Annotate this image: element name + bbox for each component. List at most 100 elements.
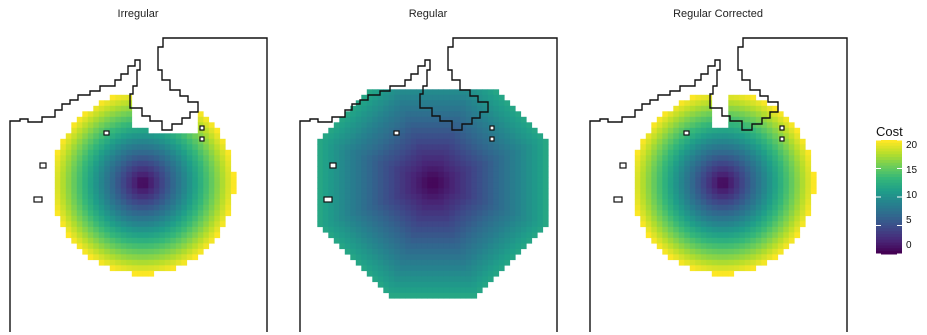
heatmap-cell xyxy=(153,160,160,167)
heatmap-cell xyxy=(449,166,456,173)
heatmap-cell xyxy=(322,177,329,184)
heatmap-cell xyxy=(333,171,340,178)
heatmap-cell xyxy=(372,270,379,277)
heatmap-cell xyxy=(761,210,768,217)
heatmap-cell xyxy=(377,254,384,261)
heatmap-cell xyxy=(471,127,478,134)
heatmap-cell xyxy=(689,210,696,217)
heatmap-cell xyxy=(739,133,746,140)
heatmap-cell xyxy=(454,281,461,288)
heatmap-cell xyxy=(71,144,78,151)
heatmap-cell xyxy=(651,155,658,162)
heatmap-cell xyxy=(460,221,467,228)
heatmap-cell xyxy=(405,199,412,206)
heatmap-cell xyxy=(706,248,713,255)
heatmap-cell xyxy=(471,243,478,250)
heatmap-cell xyxy=(153,210,160,217)
heatmap-cell xyxy=(487,177,494,184)
heatmap-cell xyxy=(465,276,472,283)
legend-colorbar-segment xyxy=(876,188,902,192)
heatmap-cell xyxy=(689,171,696,178)
heatmap-cell xyxy=(504,160,511,167)
heatmap-cell xyxy=(421,166,428,173)
heatmap-cell xyxy=(634,204,641,211)
heatmap-cell xyxy=(526,210,533,217)
heatmap-cell xyxy=(383,144,390,151)
heatmap-cell xyxy=(208,144,215,151)
heatmap-cell xyxy=(186,243,193,250)
heatmap-cell xyxy=(640,182,647,189)
heatmap-cell xyxy=(317,193,324,200)
heatmap-cell xyxy=(377,177,384,184)
heatmap-cell xyxy=(443,193,450,200)
heatmap-cell xyxy=(695,144,702,151)
heatmap-cell xyxy=(509,248,516,255)
heatmap-cell xyxy=(317,171,324,178)
heatmap-cell xyxy=(153,265,160,272)
heatmap-cell xyxy=(783,149,790,156)
heatmap-cell xyxy=(355,149,362,156)
heatmap-cell xyxy=(394,111,401,118)
heatmap-cell xyxy=(126,116,133,123)
heatmap-cell xyxy=(777,188,784,195)
heatmap-cell xyxy=(120,265,127,272)
heatmap-cell xyxy=(98,232,105,239)
heatmap-cell xyxy=(717,138,724,145)
heatmap-cell xyxy=(175,199,182,206)
heatmap-cell xyxy=(427,243,434,250)
heatmap-cell xyxy=(684,116,691,123)
heatmap-cell xyxy=(394,155,401,162)
heatmap-cell xyxy=(733,177,740,184)
heatmap-cell xyxy=(504,243,511,250)
heatmap-cell xyxy=(410,171,417,178)
heatmap-cell xyxy=(87,193,94,200)
heatmap-cell xyxy=(761,105,768,112)
heatmap-cell xyxy=(662,177,669,184)
heatmap-cell xyxy=(175,226,182,233)
heatmap-cell xyxy=(733,254,740,261)
heatmap-cell xyxy=(733,259,740,266)
heatmap-cell xyxy=(322,155,329,162)
island-outline xyxy=(39,162,47,169)
heatmap-cell xyxy=(651,221,658,228)
heatmap-cell xyxy=(115,166,122,173)
heatmap-cell xyxy=(700,237,707,244)
heatmap-cell xyxy=(520,160,527,167)
heatmap-cell xyxy=(733,248,740,255)
heatmap-cell xyxy=(744,226,751,233)
heatmap-cell xyxy=(214,193,221,200)
heatmap-cell xyxy=(432,155,439,162)
heatmap-cell xyxy=(706,188,713,195)
heatmap-cell xyxy=(344,243,351,250)
heatmap-cell xyxy=(432,232,439,239)
heatmap-cell xyxy=(388,292,395,299)
heatmap-cell xyxy=(689,254,696,261)
heatmap-cell xyxy=(115,182,122,189)
heatmap-cell xyxy=(662,232,669,239)
heatmap-cell xyxy=(515,116,522,123)
heatmap-cell xyxy=(71,193,78,200)
island-outline xyxy=(199,125,205,131)
heatmap-cell xyxy=(394,259,401,266)
heatmap-cell xyxy=(317,199,324,206)
heatmap-cell xyxy=(537,166,544,173)
heatmap-cell xyxy=(733,94,740,101)
heatmap-cell xyxy=(427,287,434,294)
heatmap-cell xyxy=(662,237,669,244)
heatmap-cell xyxy=(728,116,735,123)
heatmap-cell xyxy=(175,149,182,156)
heatmap-cell xyxy=(651,127,658,134)
heatmap-cell xyxy=(662,204,669,211)
heatmap-cell xyxy=(498,105,505,112)
heatmap-cell xyxy=(214,204,221,211)
heatmap-cell xyxy=(755,243,762,250)
heatmap-cell xyxy=(750,188,757,195)
heatmap-cell xyxy=(651,232,658,239)
heatmap-cell xyxy=(366,177,373,184)
heatmap-cell xyxy=(372,221,379,228)
heatmap-cell xyxy=(65,221,72,228)
heatmap-cell xyxy=(761,221,768,228)
heatmap-cell xyxy=(416,122,423,129)
heatmap-cell xyxy=(355,199,362,206)
heatmap-cell xyxy=(214,210,221,217)
